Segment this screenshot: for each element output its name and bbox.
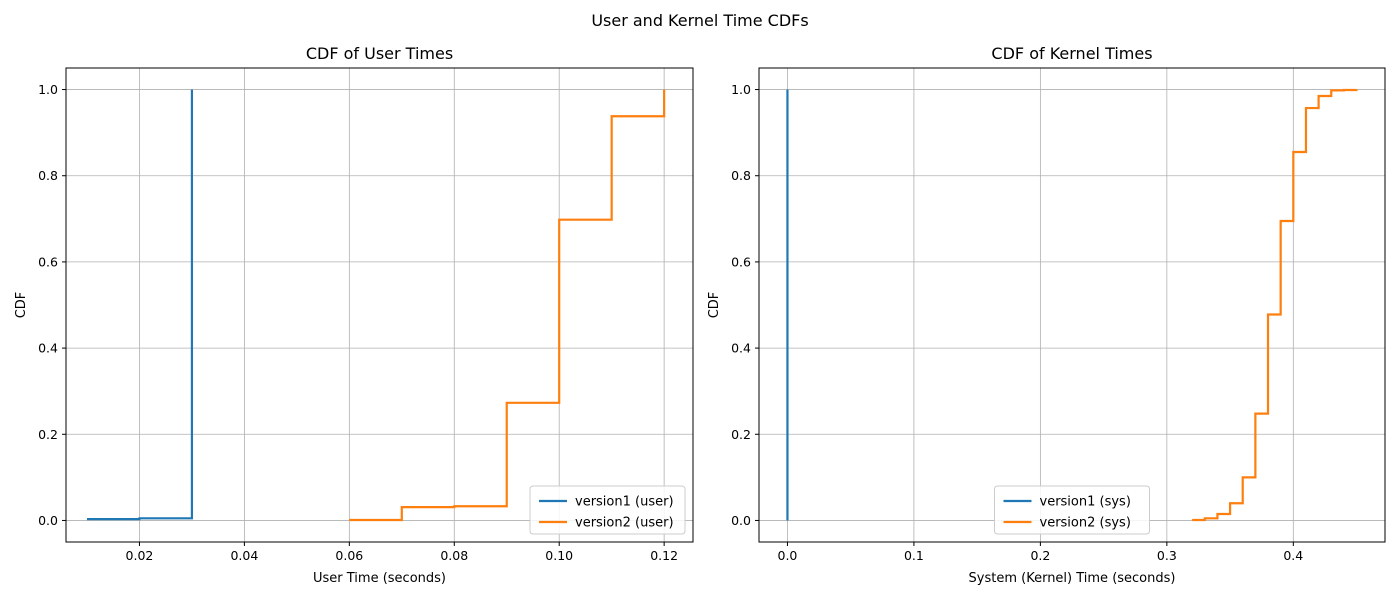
chart-0-xtick-label: 0.10	[545, 548, 573, 563]
chart-0-legend: version1 (user) version2 (user)	[529, 485, 686, 535]
chart-0-legend-label: version2 (user)	[575, 516, 674, 531]
chart-1-xtick-label: 0.0	[778, 548, 798, 563]
chart-1-ylabel: CDF	[707, 292, 722, 319]
chart-0-legend-label: version1 (user)	[575, 495, 674, 510]
chart-1-ytick-label: 0.4	[731, 341, 751, 356]
chart-1-ytick-label: 1.0	[731, 82, 751, 97]
chart-1-series-1-line	[1192, 88, 1358, 522]
chart-0-ytick-label: 0.2	[38, 427, 58, 442]
figure-title: User and Kernel Time CDFs	[591, 11, 808, 30]
chart-0-xtick-label: 0.12	[650, 548, 678, 563]
chart-1-legend: version1 (sys) version2 (sys)	[994, 485, 1150, 535]
chart-0-series-0-line	[86, 89, 194, 521]
chart-1-ytick-label: 0.6	[731, 254, 751, 269]
chart-1-legend-box	[994, 485, 1150, 535]
chart-0-ytick-label: 0.4	[38, 341, 58, 356]
user-times-panel: 0.02 0.04 0.06 0.08 0.10 0.12 0.0 0.2 0.4 0.6 0.8 1…	[14, 44, 694, 586]
chart-0-xtick-label: 0.08	[440, 548, 468, 563]
chart-0-xtick-label: 0.04	[230, 548, 258, 563]
chart-1-axes-frame	[758, 67, 1386, 543]
chart-0-xtick-label: 0.06	[335, 548, 363, 563]
chart-1-xtick-label: 0.3	[1157, 548, 1177, 563]
chart-0-ytick-label: 0.0	[38, 513, 58, 528]
kernel-times-panel: 0.0 0.1 0.2 0.3 0.4 0.0 0.2 0.4 0.6 0.8 1.0 CDF of …	[707, 44, 1386, 586]
chart-0-ytick-label: 1.0	[38, 82, 58, 97]
chart-0-legend-box	[529, 485, 686, 535]
chart-0-xlabel: User Time (seconds)	[313, 571, 446, 586]
chart-0-ytick-label: 0.6	[38, 254, 58, 269]
chart-0-ytick-label: 0.8	[38, 168, 58, 183]
chart-1-ytick-label: 0.2	[731, 427, 751, 442]
chart-1-xtick-label: 0.4	[1283, 548, 1303, 563]
chart-1-xtick-label: 0.2	[1030, 548, 1050, 563]
chart-1-legend-label: version1 (sys)	[1040, 495, 1131, 510]
chart-1-legend-label: version2 (sys)	[1040, 516, 1131, 531]
chart-1-title: CDF of Kernel Times	[991, 44, 1152, 63]
chart-0-axes-frame	[65, 67, 694, 543]
chart-1-ytick-label: 0.8	[731, 168, 751, 183]
chart-0-series-1-line	[349, 89, 666, 522]
chart-0-xtick-label: 0.02	[126, 548, 154, 563]
chart-1-xtick-label: 0.1	[904, 548, 924, 563]
chart-0-ylabel: CDF	[14, 292, 29, 319]
chart-0-title: CDF of User Times	[306, 44, 453, 63]
chart-1-ytick-label: 0.0	[731, 513, 751, 528]
chart-1-xlabel: System (Kernel) Time (seconds)	[969, 571, 1176, 586]
